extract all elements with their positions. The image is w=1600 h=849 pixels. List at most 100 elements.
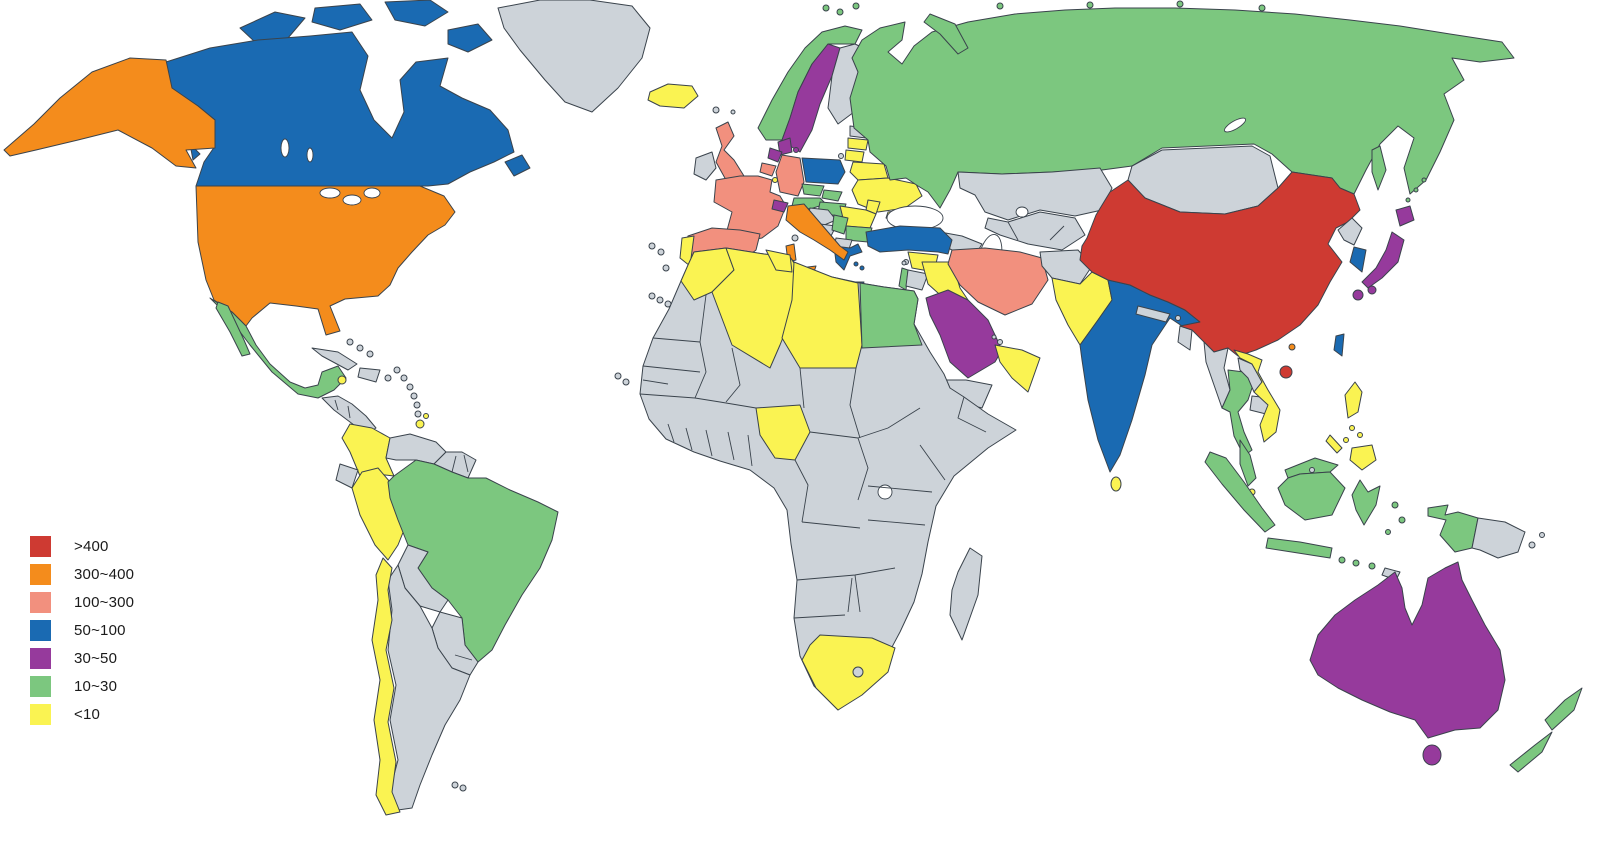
country-taiwan [1333, 333, 1345, 357]
country-tunisia [765, 249, 793, 273]
country-germany [775, 154, 805, 197]
legend-label: 10~30 [74, 678, 118, 695]
country-jordan [905, 269, 929, 291]
country-central-america [321, 395, 377, 435]
border-line [685, 427, 693, 451]
country-iran [947, 247, 1049, 316]
country-nepal [1135, 305, 1171, 323]
country-oman-uae [994, 344, 1041, 393]
legend-label: 30~50 [74, 650, 118, 667]
country-lithuania [844, 149, 865, 163]
legend-label: 50~100 [74, 622, 126, 639]
border-line [854, 574, 861, 613]
border-line [747, 434, 753, 467]
country-czechia [801, 183, 825, 197]
legend-label: <10 [74, 706, 101, 723]
country-belgium [759, 162, 777, 177]
border-line [801, 521, 861, 529]
legend-swatch [30, 676, 51, 697]
border-line [867, 485, 933, 493]
border-line [727, 431, 735, 461]
border-line [857, 437, 869, 501]
country-slovakia [821, 189, 843, 202]
border-line [957, 396, 987, 433]
legend-item: 30~50 [30, 648, 134, 669]
legend-item: 50~100 [30, 620, 134, 641]
country-iceland [647, 83, 699, 109]
border-line [642, 379, 669, 385]
legend-swatch [30, 648, 51, 669]
country-sri-lanka [1110, 476, 1122, 492]
border-line [451, 455, 457, 473]
country-central-asia [984, 211, 1086, 251]
country-colombia [341, 423, 395, 477]
great-lake [319, 187, 341, 199]
aral-sea [1015, 206, 1029, 218]
border-line [919, 444, 946, 481]
country-serbia [831, 214, 849, 235]
country-trinidad-tobago [415, 413, 429, 429]
country-argentina [387, 564, 471, 811]
country-ireland [693, 151, 717, 181]
country-vietnam [1233, 349, 1281, 443]
country-poland [801, 157, 846, 185]
border-line [667, 423, 675, 443]
legend-label: >400 [74, 538, 109, 555]
country-new-britain [1528, 532, 1545, 549]
country-japan [1352, 205, 1415, 301]
border-line [454, 654, 473, 661]
country-bahrain [991, 334, 997, 340]
border-line [705, 429, 713, 457]
country-philippines [1325, 381, 1377, 471]
country-puerto-rico [384, 374, 392, 382]
country-canada [165, 0, 531, 187]
border-line [463, 454, 469, 473]
country-madagascar [949, 547, 983, 641]
country-bahamas [346, 338, 374, 358]
border-line [347, 405, 351, 419]
country-france [713, 175, 787, 243]
lake [306, 147, 314, 163]
lake [280, 138, 290, 158]
country-south-africa [801, 634, 896, 711]
country-kazakhstan [957, 167, 1113, 221]
legend-item: >400 [30, 536, 134, 557]
country-sweden [781, 43, 841, 153]
legend-swatch [30, 536, 51, 557]
legend: >400 300~400 100~300 50~100 30~50 10~30 <10 [30, 536, 134, 732]
legend-swatch [30, 704, 51, 725]
country-hispaniola [357, 367, 381, 383]
country-belarus [849, 161, 889, 181]
country-venezuela [385, 433, 447, 465]
country-saudi-arabia [925, 289, 1003, 379]
country-brunei [1309, 467, 1315, 473]
country-indonesia [1204, 451, 1479, 570]
country-cuba [311, 347, 358, 371]
border-line [847, 577, 853, 613]
country-bhutan [1175, 315, 1181, 321]
lake-victoria [877, 484, 893, 500]
country-russia [822, 0, 1515, 209]
border-line [887, 407, 921, 429]
great-lake [363, 187, 381, 199]
legend-item: 10~30 [30, 676, 134, 697]
legend-label: 100~300 [74, 594, 135, 611]
country-south-korea [1349, 246, 1367, 273]
country-lesotho [852, 666, 864, 678]
border-line [725, 347, 741, 403]
border-line [1049, 225, 1065, 241]
country-north-korea [1337, 217, 1363, 246]
border-line [642, 365, 701, 373]
legend-item: 300~400 [30, 564, 134, 585]
border-line [849, 367, 861, 439]
country-greenland [497, 0, 651, 113]
country-cape-verde [614, 372, 630, 386]
legend-item: 100~300 [30, 592, 134, 613]
country-australia [1309, 561, 1506, 766]
country-atlantic-islands [648, 242, 672, 308]
country-libya [781, 261, 863, 369]
border-line [793, 614, 846, 619]
country-luxembourg [772, 177, 778, 183]
